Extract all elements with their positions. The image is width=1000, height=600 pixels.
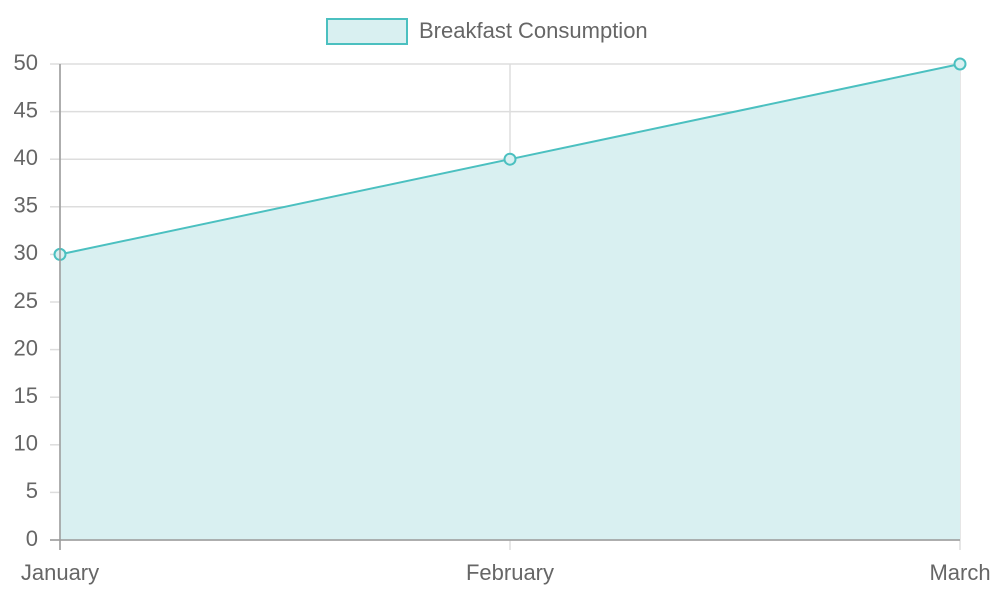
y-tick-label: 20 [14,335,38,360]
x-tick-label: January [21,560,99,585]
y-tick-label: 50 [14,50,38,75]
y-tick-label: 15 [14,383,38,408]
y-tick-label: 0 [26,526,38,551]
y-tick-label: 25 [14,288,38,313]
y-tick-label: 30 [14,240,38,265]
y-tick-label: 40 [14,145,38,170]
point [953,57,967,71]
y-tick-label: 5 [26,478,38,503]
legend-swatch [326,18,408,45]
x-tick-label: March [929,560,990,585]
y-tick-label: 45 [14,97,38,122]
point [503,152,517,166]
legend-label: Breakfast Consumption [419,18,648,43]
area [60,64,960,540]
x-tick-label: February [466,560,554,585]
y-tick-label: 10 [14,431,38,456]
y-tick-label: 35 [14,193,38,218]
